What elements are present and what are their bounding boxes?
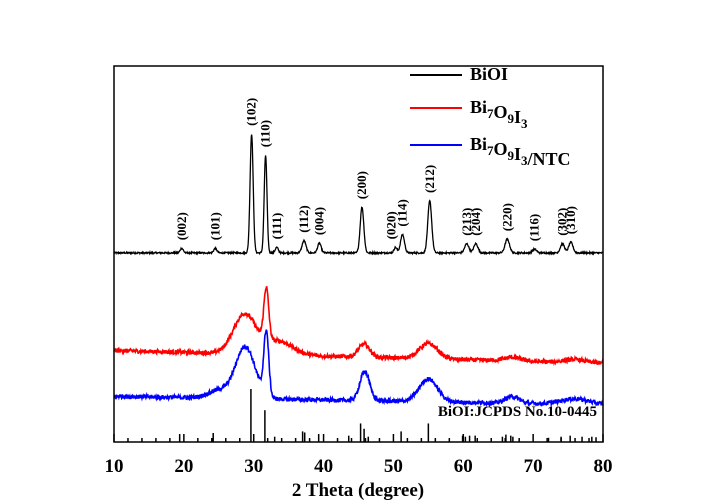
- peak-label: (116): [527, 214, 542, 241]
- peak-label: (111): [269, 213, 284, 240]
- peak-label: (212): [422, 165, 437, 193]
- x-axis-title: 2 Theta (degree): [292, 480, 424, 501]
- peak-label: (002): [174, 212, 189, 240]
- x-tick-label: 10: [105, 456, 124, 477]
- peak-label: (213): [459, 208, 474, 236]
- x-tick-label: 50: [384, 456, 403, 477]
- legend-label: Bi7O9I3: [470, 97, 528, 131]
- x-tick-label: 20: [174, 456, 193, 477]
- peak-label: (200): [354, 171, 369, 199]
- plot-frame: [113, 65, 604, 443]
- x-tick-label: 70: [524, 456, 543, 477]
- series-line-1: [113, 134, 604, 256]
- series-curves: [113, 134, 604, 408]
- peak-label: (101): [207, 212, 222, 240]
- x-tick-label: 60: [454, 456, 473, 477]
- peak-label: (220): [499, 203, 514, 231]
- peak-labels: (002) (101) (102)(110) (111) (112) (004) (200)…: [174, 98, 578, 241]
- legend-label: BiOI: [470, 64, 508, 84]
- peak-label: (004): [311, 207, 326, 235]
- series-line-2: [113, 286, 604, 367]
- series-line-3: [113, 329, 604, 408]
- peak-label: (114): [395, 199, 410, 226]
- reference-label: BiOI:JCPDS No.10-0445: [438, 404, 597, 420]
- peak-label: (102): [244, 98, 259, 126]
- peak-label: (204): [468, 208, 483, 236]
- x-tick-label: 30: [244, 456, 263, 477]
- x-tick-label: 40: [314, 456, 333, 477]
- peak-label: (302): [555, 208, 570, 236]
- x-tick-label: 80: [594, 456, 613, 477]
- peak-label: (110): [258, 120, 273, 147]
- legend-label: Bi7O9I3/NTC: [470, 134, 571, 169]
- x-axis: 10 20 30 40 50 60 70 80: [105, 434, 613, 477]
- peak-label: (112): [296, 205, 311, 232]
- peak-label: (310): [563, 206, 578, 234]
- peak-label: (020): [384, 211, 399, 239]
